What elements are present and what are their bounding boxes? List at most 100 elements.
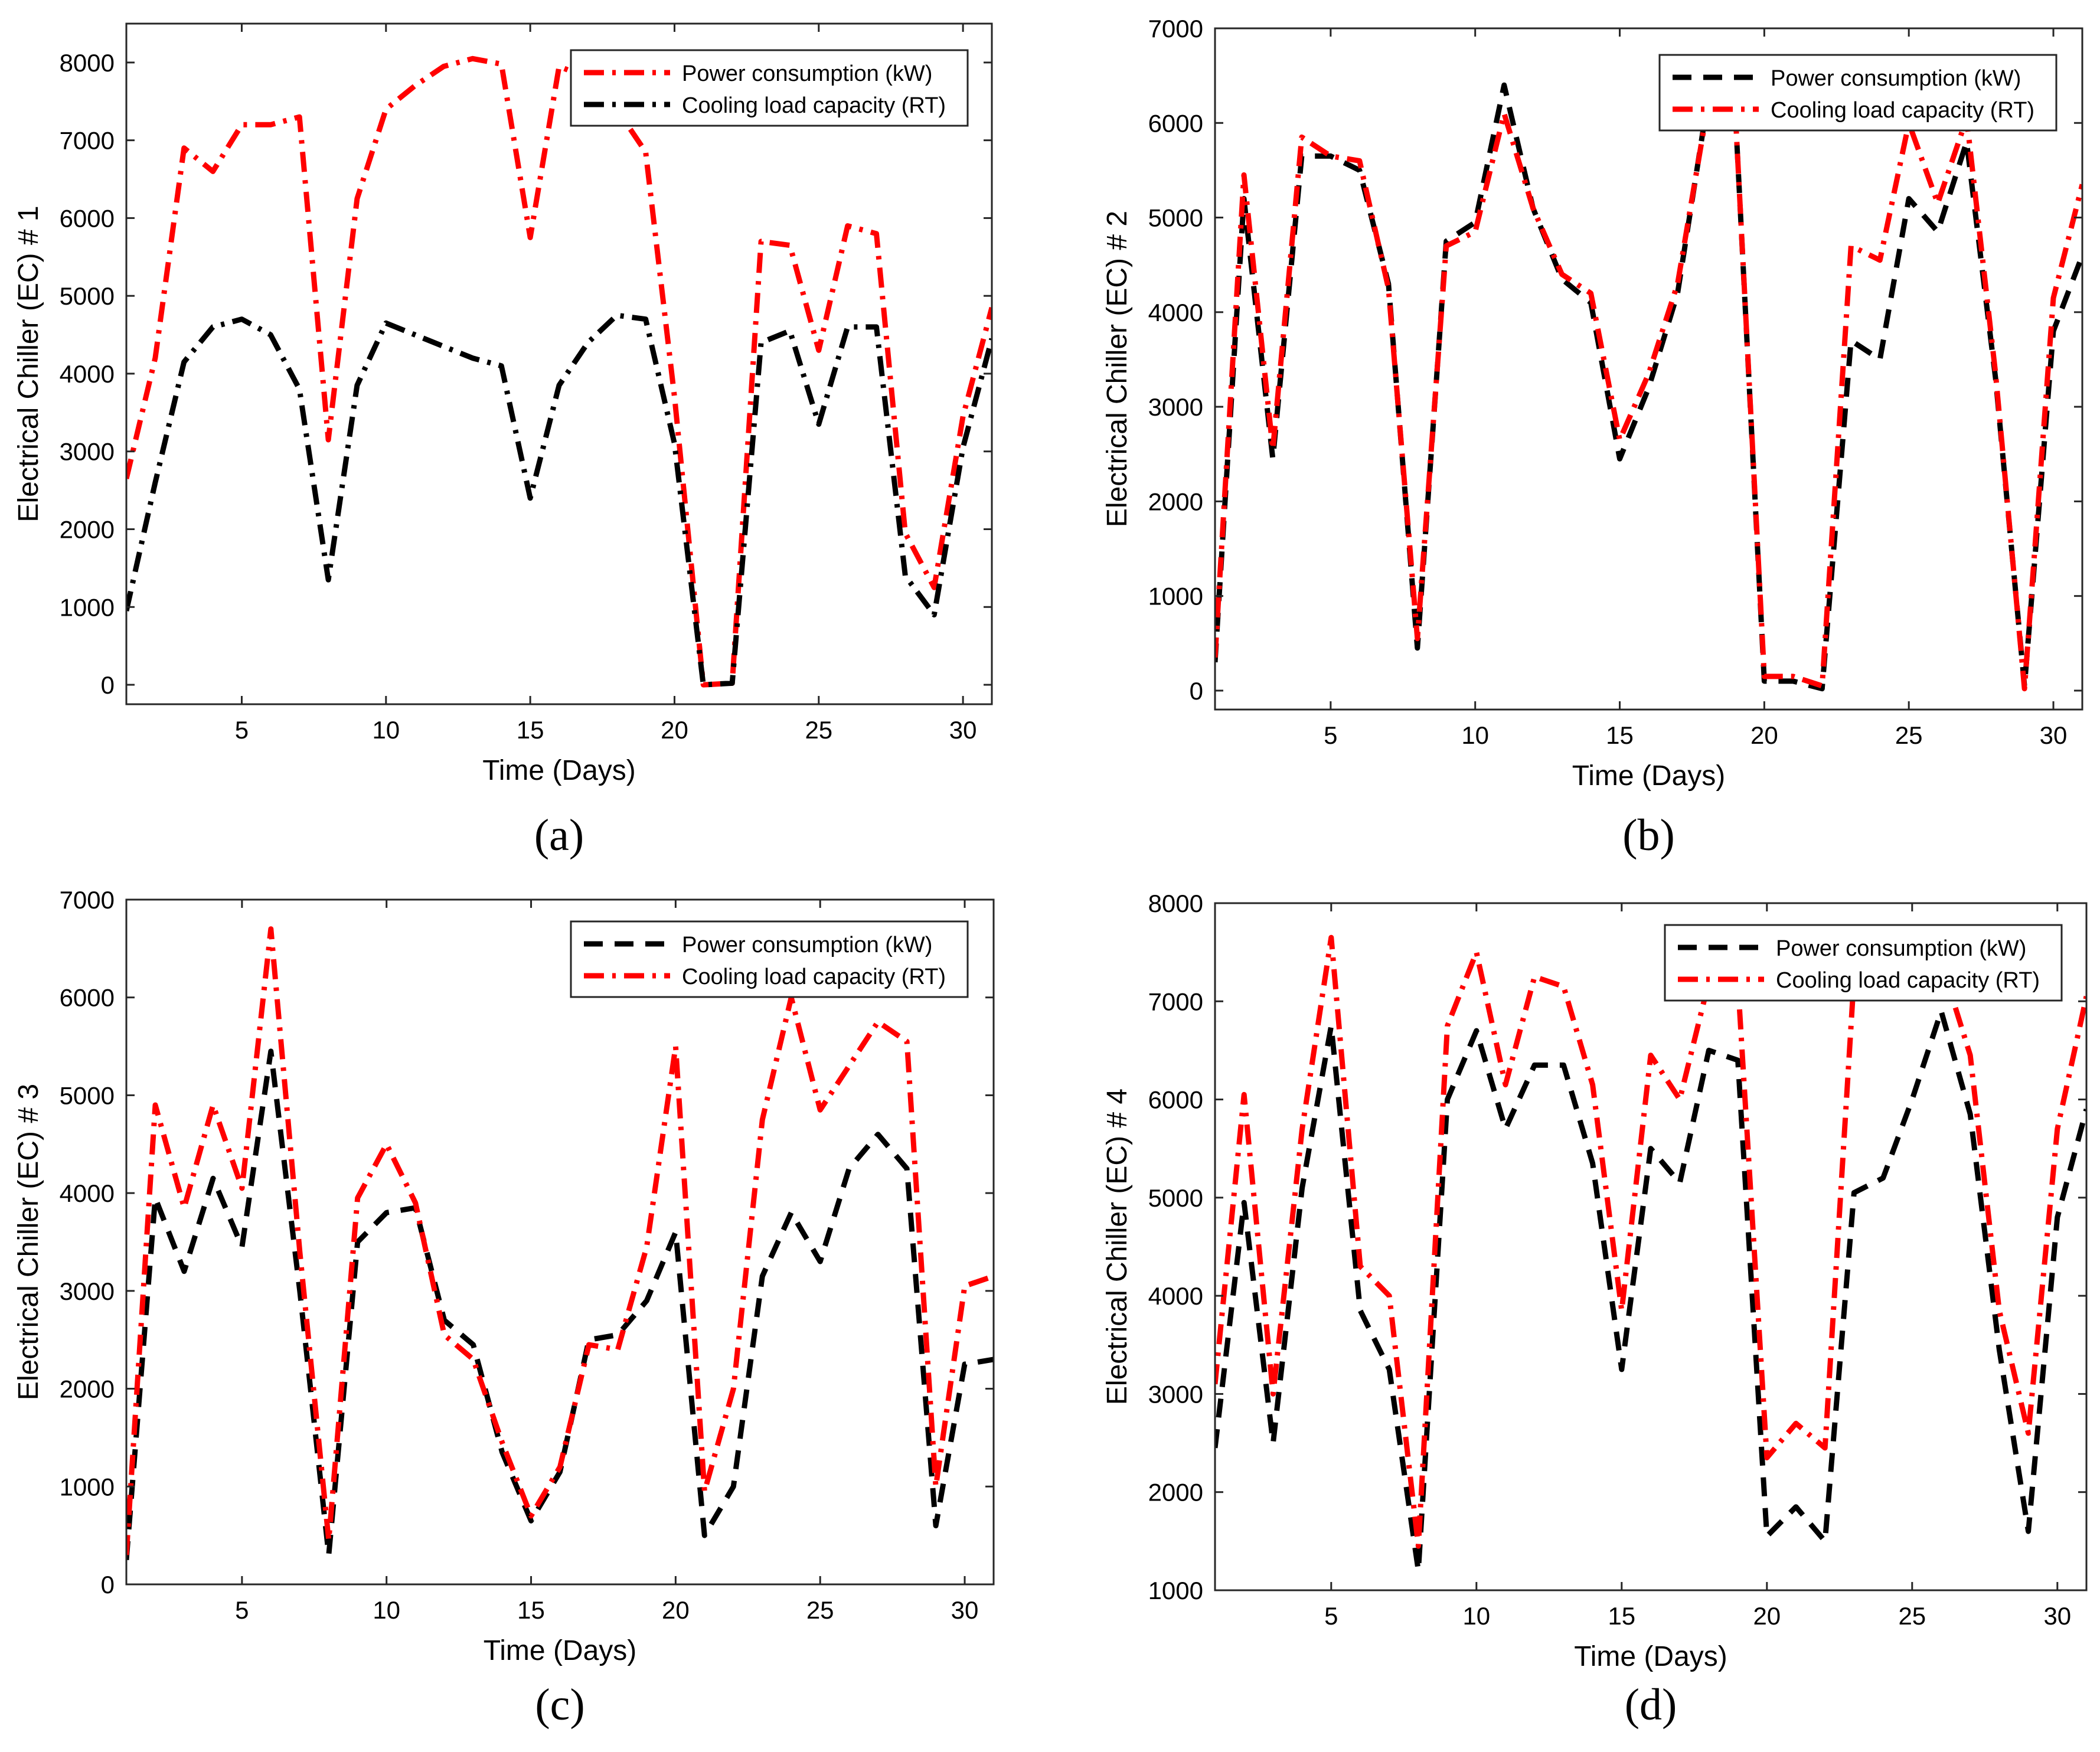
y-tick-label: 4000 (60, 1179, 115, 1207)
x-axis-label: Time (Days) (482, 755, 636, 786)
panel-caption: (a) (534, 810, 584, 860)
x-tick-label: 20 (1750, 721, 1778, 749)
chart-d: 5 10 15 20 25 30 1000 2000 3000 4000 5000 6000 7000 8… (1102, 890, 2088, 1730)
y-tick-label: 4000 (60, 360, 115, 388)
x-tick-label: 30 (2043, 1602, 2071, 1630)
legend-entry-label: Power consumption (kW) (1771, 66, 2021, 91)
y-tick-label: 2000 (60, 1375, 115, 1403)
x-tick-label: 5 (235, 716, 249, 744)
x-tick-label: 25 (1895, 721, 1923, 749)
x-tick-label: 20 (662, 1596, 690, 1624)
legend: Power consumption (kW) Cooling load capac… (1664, 924, 2063, 1002)
x-tick-label: 30 (951, 1596, 979, 1624)
x-tick-label: 10 (1462, 1602, 1490, 1630)
y-tick-label: 1000 (1148, 1577, 1203, 1604)
legend: Power consumption (kW) Cooling load capac… (570, 920, 969, 998)
series-line-power-consumption (126, 55, 992, 688)
axes-box (1214, 27, 2083, 711)
legend: Power consumption (kW) Cooling load capac… (1658, 54, 2057, 132)
y-axis-label: Electrical Chiller (EC) # 3 (13, 1084, 44, 1400)
y-axis-label: Electrical Chiller (EC) # 1 (13, 205, 44, 522)
x-tick-label: 5 (1324, 1602, 1338, 1630)
y-tick-label: 1000 (60, 593, 115, 621)
y-tick-label: 2000 (60, 516, 115, 544)
legend-entry-label: Power consumption (kW) (682, 61, 932, 86)
x-tick-label: 15 (1608, 1602, 1635, 1630)
series-line-cooling-load (126, 312, 992, 688)
x-tick-label: 25 (806, 1596, 834, 1624)
legend-entry-label: Cooling load capacity (RT) (682, 93, 946, 118)
y-tick-label: 3000 (1148, 393, 1203, 421)
legend-entry-label: Power consumption (kW) (682, 933, 932, 957)
y-tick-label: 3000 (60, 1277, 115, 1305)
y-tick-label: 6000 (60, 984, 115, 1012)
y-tick-label: 0 (1190, 677, 1203, 705)
y-tick-label: 5000 (60, 282, 115, 310)
legend-box (570, 49, 969, 127)
x-tick-label: 5 (1324, 721, 1337, 749)
x-tick-label: 20 (661, 716, 688, 744)
x-tick-label: 20 (1753, 1602, 1781, 1630)
legend-entry-label: Cooling load capacity (RT) (682, 965, 946, 989)
series-line-cooling-load (1215, 934, 2086, 1549)
y-axis-label: Electrical Chiller (EC) # 2 (1102, 211, 1133, 527)
series-line-power-consumption (1215, 1008, 2086, 1574)
x-tick-label: 15 (1606, 721, 1634, 749)
y-tick-label: 6000 (1148, 109, 1203, 137)
y-tick-label: 7000 (60, 886, 115, 914)
y-tick-label: 1000 (60, 1473, 115, 1501)
y-tick-label: 8000 (60, 49, 115, 77)
legend-box (570, 920, 969, 998)
x-tick-label: 25 (1898, 1602, 1926, 1630)
y-axis-label: Electrical Chiller (EC) # 4 (1102, 1089, 1133, 1405)
y-tick-label: 6000 (60, 204, 115, 232)
series-line-cooling-load (1215, 110, 2082, 692)
y-tick-label: 5000 (1148, 204, 1203, 232)
legend: Power consumption (kW) Cooling load capac… (570, 49, 969, 127)
series-group (126, 926, 994, 1560)
axes-box (1214, 902, 2088, 1591)
y-tick-label: 5000 (60, 1081, 115, 1109)
axes-box (125, 898, 995, 1586)
y-tick-label: 2000 (1148, 488, 1203, 515)
legend-box (1658, 54, 2057, 132)
y-tick-label: 7000 (1148, 15, 1203, 43)
x-tick-label: 15 (517, 716, 544, 744)
x-axis-label: Time (Days) (1574, 1641, 1727, 1672)
panel-caption: (c) (535, 1680, 584, 1730)
x-tick-label: 10 (1461, 721, 1489, 749)
legend-box (1664, 924, 2063, 1002)
series-group (126, 55, 992, 688)
x-tick-label: 30 (949, 716, 977, 744)
legend-entry-label: Power consumption (kW) (1776, 936, 2026, 961)
chart-c: 5 10 15 20 25 30 0 1000 2000 3000 4000 5000 6000 7000… (13, 886, 995, 1730)
chart-a: 5 10 15 20 25 30 0 1000 2000 3000 4000 5000 6000 7000… (13, 22, 993, 860)
y-tick-label: 8000 (1148, 890, 1203, 917)
x-tick-label: 25 (805, 716, 832, 744)
y-tick-label: 4000 (1148, 299, 1203, 326)
chart-b: 5 10 15 20 25 30 0 1000 2000 3000 4000 5000 6000 7000… (1102, 15, 2083, 860)
y-tick-label: 5000 (1148, 1184, 1203, 1212)
x-tick-label: 5 (235, 1596, 249, 1624)
y-tick-label: 0 (101, 671, 115, 699)
y-tick-label: 2000 (1148, 1479, 1203, 1506)
x-axis-label: Time (Days) (484, 1635, 637, 1666)
series-line-power-consumption (1215, 82, 2082, 692)
y-tick-label: 0 (101, 1571, 115, 1599)
axes-box (125, 22, 993, 705)
x-tick-label: 15 (517, 1596, 545, 1624)
x-tick-label: 30 (2040, 721, 2068, 749)
legend-entry-label: Cooling load capacity (RT) (1771, 98, 2034, 123)
y-tick-label: 7000 (60, 127, 115, 155)
series-line-cooling-load (126, 926, 994, 1555)
series-group (1215, 934, 2086, 1574)
y-tick-label: 3000 (1148, 1380, 1203, 1408)
legend-entry-label: Cooling load capacity (RT) (1776, 968, 2040, 993)
panel-caption: (b) (1622, 810, 1675, 860)
panel-caption: (d) (1625, 1680, 1677, 1730)
y-tick-label: 4000 (1148, 1282, 1203, 1310)
x-tick-label: 10 (373, 1596, 400, 1624)
y-tick-label: 7000 (1148, 988, 1203, 1015)
y-tick-label: 3000 (60, 438, 115, 466)
